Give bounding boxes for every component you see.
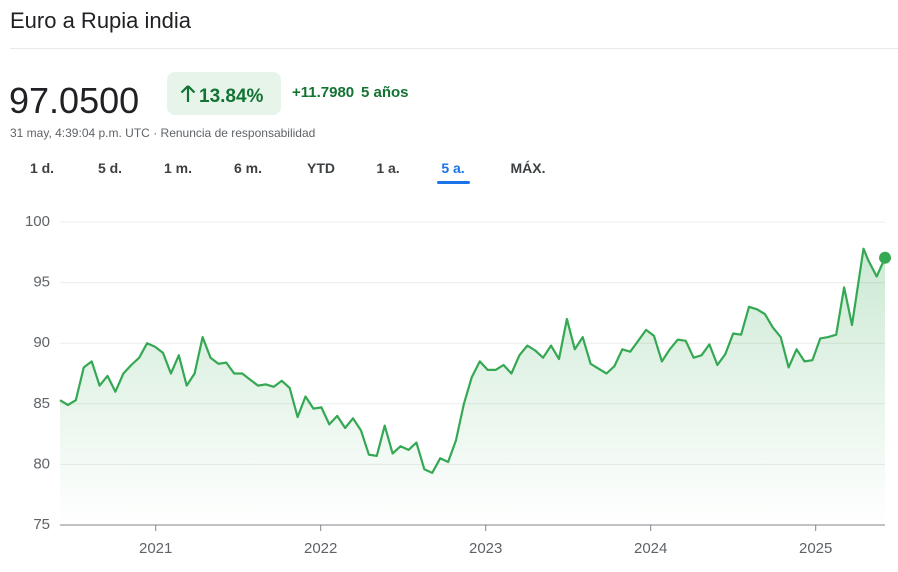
change-period: 5 años [361, 84, 409, 101]
y-tick-label: 80 [33, 455, 50, 472]
range-tab[interactable]: YTD [307, 160, 335, 176]
range-tab[interactable]: 5 d. [97, 160, 123, 176]
range-tab[interactable]: 1 m. [163, 160, 193, 176]
price-line [59, 247, 887, 474]
change-badge [167, 72, 281, 115]
x-tick-label: 2022 [304, 540, 337, 557]
x-tick-label: 2025 [799, 540, 832, 557]
title: Euro a Rupia india [10, 8, 192, 33]
timestamp-line: 31 may, 4:39:04 p.m. UTC · Renuncia de r… [10, 126, 315, 140]
range-tab[interactable]: 6 m. [233, 160, 263, 176]
y-tick-label: 85 [33, 395, 50, 412]
range-tab[interactable]: MÁX. [510, 160, 546, 176]
y-tick-label: 95 [33, 274, 50, 291]
range-tab[interactable]: 1 d. [29, 160, 55, 176]
y-tick-label: 100 [25, 213, 50, 230]
disclaimer[interactable]: Renuncia de responsabilidad [160, 126, 316, 140]
x-tick-label: 2021 [139, 540, 172, 557]
range-tab[interactable]: 5 a. [441, 160, 465, 176]
y-tick-label: 90 [33, 334, 50, 351]
last-point [879, 251, 891, 264]
range-tab[interactable]: 1 a. [376, 160, 400, 176]
area-fill [60, 248, 885, 525]
separator: · [153, 126, 158, 140]
x-tick-label: 2023 [469, 540, 502, 557]
price: 97.0500 [9, 80, 140, 121]
timestamp: 31 may, 4:39:04 p.m. UTC [10, 126, 150, 140]
change-percent: 13.84% [199, 86, 264, 107]
y-tick-label: 75 [33, 516, 50, 533]
change-absolute: +11.7980 [292, 84, 355, 101]
up-arrow-icon [180, 85, 196, 102]
x-tick-label: 2024 [634, 540, 667, 557]
divider [10, 48, 898, 49]
active-tab-underline [437, 181, 470, 184]
